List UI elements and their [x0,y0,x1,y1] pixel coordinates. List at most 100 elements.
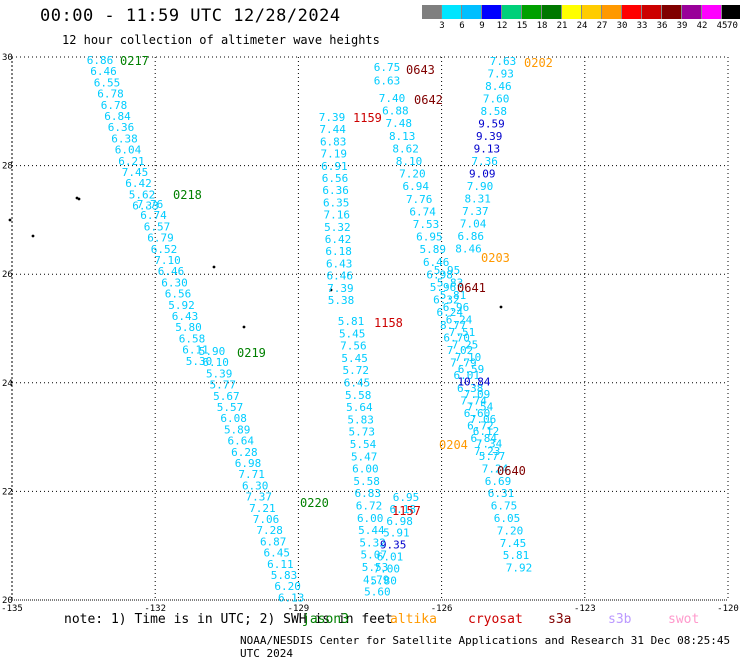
wave-height-value: 8.13 [389,130,416,143]
note-text: note: 1) Time is in UTC; 2) SWH is in fe… [64,612,393,627]
wave-height-value: 7.53 [413,218,440,231]
colorbar-label: 39 [676,21,688,31]
ground-track-0219: 5.906.105.395.775.675.576.085.896.646.28… [199,345,305,604]
legend-s3a: s3a [548,612,572,627]
wave-height-value: 6.00 [352,463,379,476]
wave-height-value: 7.06 [253,513,280,526]
wave-height-value: 5.45 [339,327,366,340]
wave-height-value: 6.70 [443,331,470,344]
wave-height-value: 7.00 [374,562,401,575]
wave-height-value: 7.51 [449,326,476,339]
wave-height-value: 8.62 [392,142,419,155]
wave-height-value: 6.10 [202,356,229,369]
wave-height-value: 8.77 [440,319,467,332]
pass-time-label: 0643 [406,63,435,77]
ground-track-0641: 5.955.835.816.966.247.517.257.106.5910.8… [434,264,533,575]
wave-height-value: 5.39 [206,367,233,380]
wave-height-value: 7.28 [256,524,283,537]
ground-track-0204: 0204 [439,438,468,452]
wave-height-value: 7.74 [460,394,487,407]
wave-height-value: 6.95 [416,231,443,244]
wave-height-value: 6.98 [386,515,413,528]
pass-time-label: 1157 [392,504,421,518]
wave-height-value: 7.20 [497,524,524,537]
satellite-legend: jason3 altika cryosat s3a s3b swot [0,612,740,630]
xtick-label: -123 [574,604,596,614]
wave-height-value: 5.47 [351,450,378,463]
wave-height-value: 6.38 [457,382,484,395]
colorbar-cell [642,5,662,19]
wave-height-value: 5.81 [503,549,530,562]
wave-height-value: 6.46 [158,265,185,278]
wave-height-value: 5.58 [353,475,380,488]
wave-height-value: 6.42 [325,233,352,246]
xtick-label: -129 [288,604,310,614]
ytick-label: 30 [2,53,13,63]
colorbar-cell [662,5,682,19]
colorbar-cell [722,5,740,19]
wave-height-value: 6.98 [235,457,262,470]
wave-height-value: 6.84 [471,432,498,445]
wave-height-value: 6.56 [165,288,192,301]
colorbar-label: 42 [696,21,708,31]
wave-height-value: 5.89 [420,243,447,256]
wave-height-value: 6.64 [228,435,255,448]
wave-height-value: 6.43 [326,257,353,270]
wave-height-value: 7.92 [506,562,533,575]
wave-height-value: 7.45 [122,166,149,179]
wave-height-value: 6.86 [87,54,114,67]
chart-title: 00:00 - 11:59 UTC 12/28/2024 [40,6,341,26]
pass-time-label: 1159 [353,111,382,125]
wave-height-value: 6.55 [94,76,121,89]
colorbar-label: 24 [576,21,588,31]
island-dot [329,288,333,292]
wave-height-value: 5.58 [345,389,372,402]
wave-height-value: 7.40 [379,92,406,105]
wave-height-value: 6.28 [231,446,258,459]
wave-height-value: 9.59 [478,118,505,131]
wave-height-value: 6.20 [274,580,301,593]
legend-jason3: jason3 [302,612,349,627]
ground-track-1157: 6.956.186.985.919.356.017.005.80 1157 [370,491,421,587]
xtick-label: -135 [1,604,23,614]
colorbar-cell [462,5,482,19]
wave-height-value: 6.01 [377,551,404,564]
wave-height-value: 9.35 [380,539,407,552]
wave-height-value: 7.54 [467,400,494,413]
wave-height-value: 5.45 [341,352,368,365]
colorbar-cell [682,5,702,19]
wave-height-value: 6.36 [322,184,349,197]
ytick-label: 22 [2,487,13,497]
wave-height-value: 8.46 [485,80,512,93]
wave-height-value: 6.78 [97,88,124,101]
wave-height-value: 7.34 [476,438,503,451]
pass-time-label: 1158 [374,316,403,330]
ground-track-0220: 0220 [300,496,329,510]
colorbar-label: 6 [459,21,465,31]
wave-height-colorbar [422,5,740,19]
wave-height-value: 6.94 [403,180,430,193]
wave-height-value: 6.24 [446,314,473,327]
wave-height-value: 7.10 [455,351,482,364]
wave-height-value: 7.37 [246,491,273,504]
colorbar-label: 21 [556,21,568,31]
colorbar-label: 3 [439,21,445,31]
ytick-label: 24 [2,379,13,389]
island-dot [77,197,81,201]
wave-height-value: 6.00 [357,512,384,525]
wave-height-value: 6.05 [494,512,521,525]
colorbar-cell [522,5,542,19]
wave-height-value: 6.78 [101,99,128,112]
island-dot [8,218,12,222]
wave-height-value: 6.38 [111,132,138,145]
colorbar-label: 12 [496,21,508,31]
wave-height-value: 6.46 [327,270,354,283]
wave-height-value: 7.09 [464,388,491,401]
ytick-label: 26 [2,270,13,280]
wave-height-value: 5.32 [324,221,351,234]
chart-subtitle: 12 hour collection of altimeter wave hei… [62,33,380,47]
wave-height-value: 7.25 [452,338,479,351]
colorbar-label: 18 [536,21,548,31]
wave-height-value: 7.39 [319,111,346,124]
wave-height-value: 8.46 [455,243,482,256]
